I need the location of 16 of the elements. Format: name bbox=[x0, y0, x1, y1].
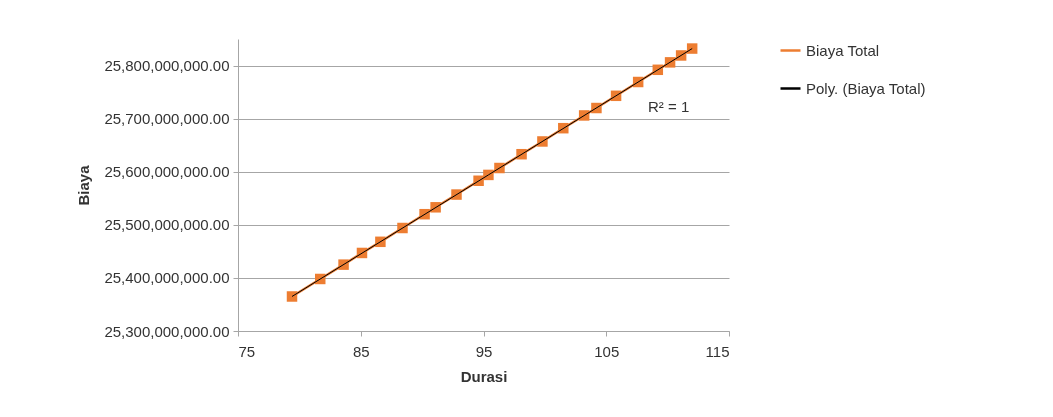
legend-label: Biaya Total bbox=[806, 41, 880, 59]
y-tick-label: 25,400,000,000.00 bbox=[104, 269, 230, 287]
x-axis-title: Durasi bbox=[460, 367, 508, 385]
x-tick-label: 95 bbox=[475, 342, 493, 360]
y-tick-label: 25,500,000,000.00 bbox=[104, 216, 230, 234]
x-tick-label: 85 bbox=[352, 342, 370, 360]
x-tick-label: 75 bbox=[238, 342, 256, 360]
y-tick-label: 25,800,000,000.00 bbox=[104, 57, 230, 75]
y-tick-label: 25,600,000,000.00 bbox=[104, 163, 230, 181]
y-tick-label: 25,300,000,000.00 bbox=[104, 322, 230, 340]
legend-label: Poly. (Biaya Total) bbox=[806, 79, 926, 97]
y-tick-label: 25,700,000,000.00 bbox=[104, 110, 230, 128]
x-tick-label: 105 bbox=[594, 342, 620, 360]
x-tick-label: 115 bbox=[705, 342, 730, 360]
annotation: R² = 1 bbox=[648, 98, 690, 115]
y-axis-title: Biaya bbox=[75, 164, 93, 206]
